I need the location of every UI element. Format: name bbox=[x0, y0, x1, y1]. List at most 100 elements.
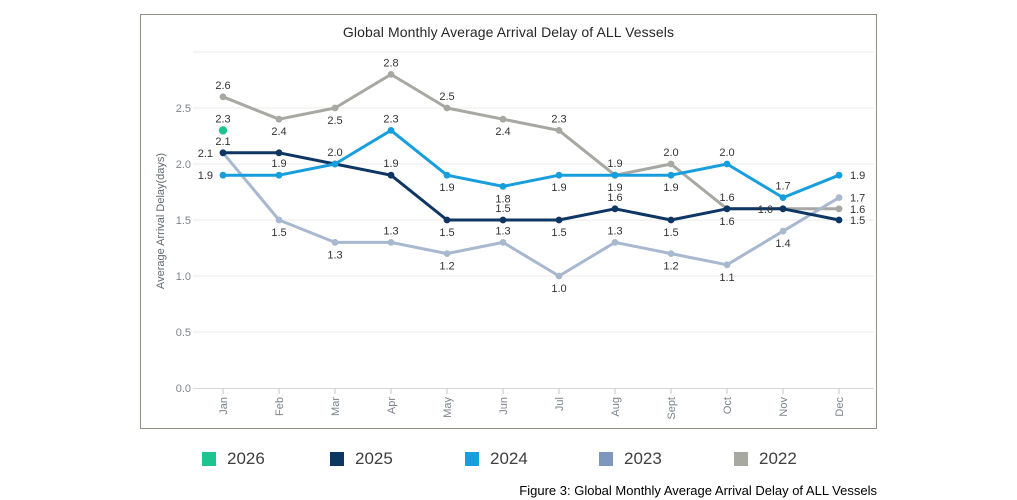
data-label-2023-Jan: 2.1 bbox=[198, 148, 213, 160]
data-point-2022-Apr bbox=[387, 71, 395, 78]
data-label-2022-Nov: 1.6 bbox=[758, 204, 773, 216]
x-axis-tick-label: Mar bbox=[330, 397, 342, 416]
data-point-2024-May bbox=[443, 171, 451, 179]
data-point-2024-Jun bbox=[499, 183, 507, 190]
data-point-2022-Mar bbox=[331, 104, 339, 112]
data-label-2024-Jan: 1.9 bbox=[198, 170, 213, 182]
legend-swatch-2024 bbox=[465, 452, 479, 466]
data-point-2025-Oct bbox=[723, 205, 731, 213]
data-label-2025-Mar: 2.0 bbox=[327, 147, 342, 159]
data-label-2024-Jul: 1.9 bbox=[551, 182, 566, 194]
data-label-2023-Dec: 1.7 bbox=[850, 193, 865, 205]
data-label-2022-Oct: 1.6 bbox=[719, 192, 734, 204]
data-label-2022-Feb: 2.4 bbox=[271, 126, 286, 138]
legend-item-2022[interactable]: 2022 bbox=[734, 449, 797, 469]
data-label-2024-Aug: 1.9 bbox=[607, 158, 622, 170]
data-label-2025-Aug: 1.6 bbox=[607, 192, 622, 204]
data-point-2022-May bbox=[443, 104, 451, 112]
data-point-2024-Nov bbox=[779, 194, 787, 202]
data-label-2023-Jun: 1.3 bbox=[495, 225, 510, 237]
series-line-2022 bbox=[221, 72, 841, 211]
data-point-2022-Sept bbox=[667, 160, 675, 168]
data-point-2022-Dec bbox=[835, 205, 843, 213]
data-label-2023-Mar: 1.3 bbox=[327, 249, 342, 261]
x-axis-tick-label: Oct bbox=[722, 397, 734, 414]
data-point-2023-Apr bbox=[387, 239, 395, 246]
data-point-2024-Aug bbox=[611, 171, 619, 179]
data-label-2022-Mar: 2.5 bbox=[327, 115, 342, 127]
data-label-2025-Jul: 1.5 bbox=[551, 227, 566, 239]
y-axis-tick-label: 2.5 bbox=[176, 103, 191, 115]
data-label-2025-Jun: 1.5 bbox=[495, 203, 510, 215]
data-label-2024-Feb: 1.9 bbox=[271, 158, 286, 170]
x-axis-tick-label: Nov bbox=[778, 397, 790, 417]
data-label-2022-Jan: 2.6 bbox=[215, 80, 230, 92]
legend-item-2023[interactable]: 2023 bbox=[599, 449, 662, 469]
x-axis-tick-label: Feb bbox=[274, 397, 286, 416]
data-point-2023-Feb bbox=[275, 216, 283, 224]
legend-swatch-2025 bbox=[330, 452, 344, 466]
data-label-2024-Oct: 2.0 bbox=[719, 147, 734, 159]
chart-card: Jan Feb Mar Apr May Jun Jul Aug Sept Oct Nov Dec 0.0… bbox=[140, 14, 877, 429]
data-point-2025-Jul bbox=[555, 216, 563, 224]
data-label-2025-May: 1.5 bbox=[439, 227, 454, 239]
data-point-2025-Feb bbox=[275, 149, 283, 157]
x-axis-tick-label: Apr bbox=[386, 397, 398, 414]
data-label-2022-Sept: 2.0 bbox=[663, 147, 678, 159]
legend-label: 2025 bbox=[355, 449, 393, 468]
x-axis-tick-label: Sept bbox=[666, 397, 678, 420]
data-label-2023-Apr: 1.3 bbox=[383, 225, 398, 237]
legend-label: 2022 bbox=[759, 449, 797, 468]
data-point-2023-Aug bbox=[611, 239, 619, 246]
data-point-2022-Jun bbox=[499, 115, 507, 123]
data-point-2023-May bbox=[443, 250, 451, 257]
data-point-2024-Apr bbox=[387, 127, 395, 134]
data-point-2023-Sept bbox=[667, 250, 675, 257]
y-axis-tick-label: 1.0 bbox=[176, 271, 191, 283]
x-axis-tick-label: Jun bbox=[498, 397, 510, 415]
legend-label: 2023 bbox=[624, 449, 662, 468]
legend-item-2025[interactable]: 2025 bbox=[330, 449, 393, 469]
data-point-2022-Feb bbox=[275, 115, 283, 123]
data-point-2024-Feb bbox=[275, 171, 283, 179]
data-point-2024-Sept bbox=[667, 171, 675, 179]
legend-label: 2026 bbox=[227, 449, 265, 468]
y-axis-tick-label: 0.0 bbox=[176, 383, 191, 395]
x-axis-tick-label: Aug bbox=[610, 397, 622, 417]
data-label-2024-Sept: 1.9 bbox=[663, 182, 678, 194]
data-label-2023-Sept: 1.2 bbox=[663, 261, 678, 273]
legend-item-2024[interactable]: 2024 bbox=[465, 449, 528, 469]
data-label-2025-Oct: 1.6 bbox=[719, 216, 734, 228]
series-line-2025 bbox=[221, 151, 841, 222]
figure-caption: Figure 3: Global Monthly Average Arrival… bbox=[519, 483, 877, 498]
data-point-2025-Apr bbox=[387, 171, 395, 179]
y-axis-title: Average Arrival Delay(days) bbox=[155, 153, 167, 289]
data-point-2026-Jan bbox=[218, 126, 228, 135]
x-axis-tick-label: Jul bbox=[554, 397, 566, 411]
data-point-2023-Mar bbox=[331, 239, 339, 246]
data-label-2024-Dec: 1.9 bbox=[850, 170, 865, 182]
data-point-2023-Jul bbox=[555, 272, 563, 280]
legend-label: 2024 bbox=[490, 449, 528, 468]
data-label-2022-Jun: 2.4 bbox=[495, 126, 510, 138]
legend-swatch-2022 bbox=[734, 452, 748, 466]
data-point-2025-Aug bbox=[611, 205, 619, 213]
data-point-2022-Jan bbox=[219, 93, 227, 101]
data-label-2024-Jun: 1.8 bbox=[495, 193, 510, 205]
data-label-2022-Apr: 2.8 bbox=[383, 57, 398, 69]
data-point-2023-Jun bbox=[499, 239, 507, 246]
legend-item-2026[interactable]: 2026 bbox=[202, 449, 265, 469]
data-point-2023-Dec bbox=[835, 194, 843, 202]
data-point-2023-Nov bbox=[779, 227, 787, 235]
y-axis-tick-label: 2.0 bbox=[176, 159, 191, 171]
data-label-2025-Sept: 1.5 bbox=[663, 227, 678, 239]
data-point-2025-Nov bbox=[779, 205, 787, 213]
data-label-2024-Apr: 2.3 bbox=[383, 113, 398, 125]
data-label-2024-May: 1.9 bbox=[439, 182, 454, 194]
data-label-2025-Apr: 1.9 bbox=[383, 158, 398, 170]
data-label-2025-Dec: 1.5 bbox=[850, 215, 865, 227]
data-label-2026-Jan: 2.3 bbox=[215, 113, 230, 125]
data-label-2023-Oct: 1.1 bbox=[719, 272, 734, 284]
data-point-2025-Dec bbox=[835, 216, 843, 224]
